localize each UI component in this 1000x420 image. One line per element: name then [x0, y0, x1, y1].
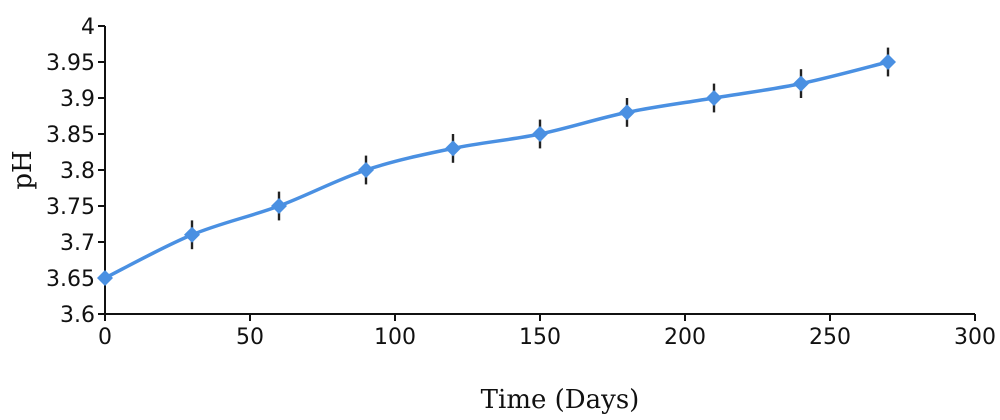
data-point-marker [445, 140, 461, 157]
data-point-marker [358, 162, 374, 178]
y-tick-label: 3.65 [46, 267, 95, 292]
y-tick-label: 3.8 [60, 159, 95, 184]
y-axis-ticks: 3.6 3.65 3.7 3.75 3.8 3.85 3.9 3.95 4 [46, 15, 105, 328]
x-tick-label: 100 [374, 325, 416, 350]
data-point-marker [271, 198, 287, 214]
y-tick-label: 3.85 [46, 123, 95, 148]
y-tick-label: 3.9 [60, 87, 95, 112]
y-axis-title: pH [8, 150, 38, 189]
data-point-marker [532, 126, 548, 142]
x-tick-label: 250 [809, 325, 851, 350]
x-tick-label: 200 [664, 325, 706, 350]
y-tick-label: 3.6 [60, 303, 95, 328]
data-point-marker [184, 226, 200, 243]
x-axis-ticks: 0 50 100 150 200 250 300 [98, 314, 996, 350]
x-axis-title: Time (Days) [481, 385, 640, 415]
y-tick-label: 3.75 [46, 195, 95, 220]
data-point-marker [619, 104, 635, 121]
x-tick-label: 300 [954, 325, 996, 350]
y-tick-label: 3.95 [46, 51, 95, 76]
x-tick-label: 0 [98, 325, 112, 350]
y-tick-label: 4 [81, 15, 95, 40]
x-tick-label: 50 [236, 325, 264, 350]
data-point-marker [793, 75, 809, 92]
series-line [103, 60, 890, 280]
x-tick-label: 150 [519, 325, 561, 350]
data-point-marker [97, 270, 113, 286]
series-layer [97, 47, 896, 286]
data-point-marker [706, 90, 722, 106]
y-tick-label: 3.7 [60, 231, 95, 256]
data-point-marker [880, 54, 896, 70]
